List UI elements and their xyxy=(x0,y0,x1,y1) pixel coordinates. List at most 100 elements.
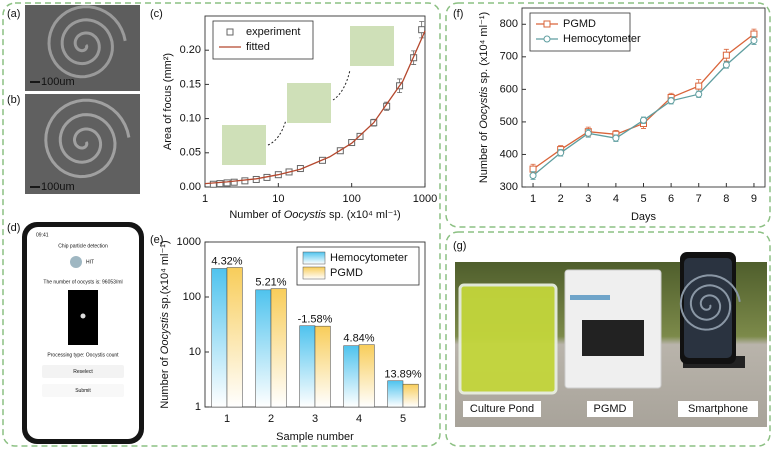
spiral xyxy=(47,5,127,79)
panel-label: (b) xyxy=(7,94,20,106)
y-tick-label: 0.20 xyxy=(180,44,201,56)
legend-marker xyxy=(226,28,234,36)
x-tick-label: 7 xyxy=(696,193,702,205)
smartphone-screen xyxy=(684,258,732,358)
legend-label: Hemocytometer xyxy=(563,33,641,45)
legend-marker xyxy=(543,20,551,28)
y-tick-label: 600 xyxy=(500,83,518,95)
device-chip xyxy=(570,295,610,300)
legend-swatch xyxy=(302,251,326,265)
scene-label: Smartphone xyxy=(688,403,748,415)
bar xyxy=(402,383,419,408)
bar xyxy=(314,325,331,408)
result-spot xyxy=(80,313,86,319)
data-point xyxy=(216,180,224,188)
x-tick-label: 9 xyxy=(751,193,757,205)
y-tick-label: 500 xyxy=(500,116,518,128)
data-point xyxy=(750,30,758,38)
micrograph xyxy=(25,94,140,194)
panel-label: (g) xyxy=(453,240,466,252)
panel-label: (d) xyxy=(7,222,20,234)
inset-image xyxy=(350,26,394,66)
legend-label: Hemocytometer xyxy=(330,252,408,264)
processing-text: Processing type: Oocystis count xyxy=(47,352,119,358)
panel-frame xyxy=(2,2,441,447)
panel-label: (c) xyxy=(150,8,163,20)
x-tick-label: 1 xyxy=(202,193,208,205)
scale-bar-label: 100um xyxy=(41,181,75,193)
button-label[interactable]: Reselect xyxy=(73,369,93,375)
series-line xyxy=(204,30,426,185)
scene-label-box xyxy=(463,401,541,417)
legend-box xyxy=(212,20,314,60)
legend-swatch xyxy=(302,266,326,280)
x-tick-label: 1 xyxy=(224,413,230,425)
spiral xyxy=(44,98,131,179)
button[interactable] xyxy=(42,365,124,378)
logo-text: HIT xyxy=(86,259,94,265)
inset-image xyxy=(222,125,266,165)
plot-frame xyxy=(204,15,426,188)
button[interactable] xyxy=(42,384,124,397)
x-axis-label-part: Number of xyxy=(229,209,283,221)
bar xyxy=(387,380,404,408)
x-tick-label: 1 xyxy=(530,193,536,205)
y-tick-label: 0.10 xyxy=(180,113,201,125)
x-tick-label: 8 xyxy=(723,193,729,205)
data-point xyxy=(557,149,565,157)
annotation: -1.58% xyxy=(298,314,333,326)
legend-label: experiment xyxy=(246,26,300,38)
x-tick-label: 2 xyxy=(558,193,564,205)
spiral xyxy=(679,274,741,331)
button-label[interactable]: Submit xyxy=(75,388,91,394)
y-tick-label: 10 xyxy=(189,346,201,358)
x-axis-label-part: Oocystis xyxy=(284,209,327,221)
data-point xyxy=(722,51,730,59)
panel-label: (a) xyxy=(7,8,20,20)
panel-label: (e) xyxy=(150,234,163,246)
data-point xyxy=(750,37,758,45)
scene-label: PGMD xyxy=(594,403,627,415)
x-tick-label: 4 xyxy=(613,193,619,205)
annotation: 5.21% xyxy=(255,277,286,289)
data-point xyxy=(529,165,537,173)
y-tick-label: 0.05 xyxy=(180,147,201,159)
scene-label-box xyxy=(587,401,633,417)
culture-pond xyxy=(458,283,558,395)
bar xyxy=(343,345,360,408)
data-point xyxy=(667,97,675,105)
y-axis-label-part: Oocystis xyxy=(478,86,490,129)
inset-image xyxy=(287,83,331,123)
logo xyxy=(70,256,82,268)
data-point xyxy=(356,132,364,140)
count-text: The number of oocysts is: 96053/ml xyxy=(43,279,122,285)
y-tick-label: 0.15 xyxy=(180,78,201,90)
y-tick-label: 1 xyxy=(195,401,201,413)
data-point xyxy=(612,134,620,142)
legend-marker xyxy=(543,35,551,43)
legend-box xyxy=(529,12,631,52)
scene-label-box xyxy=(678,401,758,417)
data-point xyxy=(223,179,231,187)
x-axis-label: Sample number xyxy=(276,431,354,443)
x-tick-label: 5 xyxy=(400,413,406,425)
legend-label: fitted xyxy=(246,41,270,53)
x-tick-label: 4 xyxy=(356,413,362,425)
bar xyxy=(255,289,272,408)
y-tick-label: 100 xyxy=(183,291,201,303)
x-tick-label: 10 xyxy=(272,193,284,205)
panel-frame xyxy=(445,231,771,447)
y-axis-label-part: sp. (x10⁴ ml⁻¹) xyxy=(478,12,490,87)
data-point xyxy=(209,180,217,188)
annotation: 13.89% xyxy=(384,369,422,381)
bar xyxy=(211,268,228,408)
x-axis-label: Number of Oocystis sp. (x10⁴ ml⁻¹) xyxy=(229,209,400,221)
bar xyxy=(358,344,375,408)
app-title: Chip particle detection xyxy=(58,243,108,249)
y-tick-label: 800 xyxy=(500,18,518,30)
data-point xyxy=(695,90,703,98)
x-tick-label: 6 xyxy=(668,193,674,205)
scene-label: Culture Pond xyxy=(470,403,534,415)
x-tick-label: 2 xyxy=(268,413,274,425)
